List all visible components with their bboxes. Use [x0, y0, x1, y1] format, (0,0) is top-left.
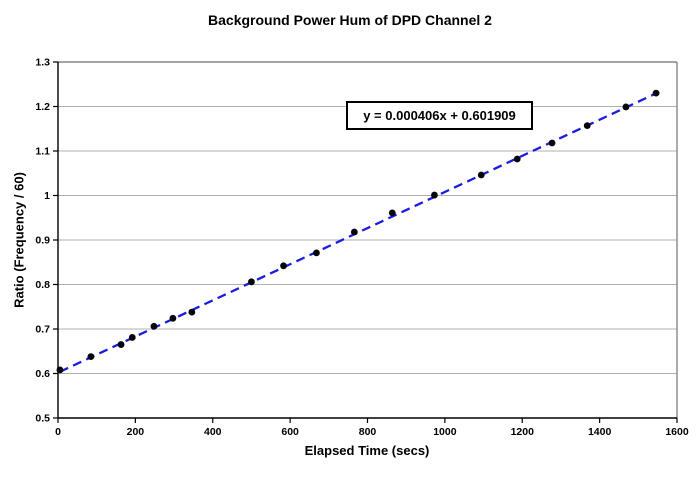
data-point [117, 341, 125, 348]
trendline-equation-label: y = 0.000406x + 0.601909 [346, 101, 533, 130]
data-point [87, 353, 95, 360]
data-point [150, 322, 158, 330]
x-tick-label: 400 [204, 426, 222, 438]
y-tick-label: 0.5 [35, 413, 50, 425]
trendline [59, 92, 657, 373]
y-tick-label: 1 [44, 190, 50, 202]
data-point [548, 139, 556, 147]
y-axis-title: Ratio (Frequency / 60) [11, 172, 27, 308]
y-tick-label: 0.7 [35, 324, 50, 336]
chart-title: Background Power Hum of DPD Channel 2 [208, 12, 492, 28]
data-point [248, 278, 255, 286]
x-tick-label: 200 [127, 426, 145, 438]
y-tick-label: 1.1 [35, 146, 50, 158]
x-tick-label: 0 [55, 426, 61, 438]
y-tick-label: 0.6 [35, 368, 50, 380]
data-point [313, 249, 320, 257]
x-tick-label: 1400 [588, 426, 612, 438]
data-point [280, 262, 287, 270]
data-point [431, 191, 438, 199]
data-point [622, 103, 630, 111]
data-point [477, 171, 485, 179]
x-tick-label: 800 [359, 426, 377, 438]
data-point [56, 366, 64, 374]
x-tick-label: 1000 [433, 426, 457, 438]
y-tick-label: 0.9 [35, 235, 50, 247]
y-tick-label: 0.8 [35, 279, 50, 291]
x-axis-title: Elapsed Time (secs) [304, 443, 430, 458]
data-point [188, 308, 196, 316]
data-point [513, 155, 521, 163]
data-point [169, 314, 177, 322]
x-tick-label: 1600 [665, 426, 689, 438]
x-tick-label: 1200 [511, 426, 535, 438]
data-point [583, 122, 591, 130]
data-point [350, 228, 358, 236]
y-tick-label: 1.2 [35, 101, 50, 113]
x-tick-label: 600 [281, 426, 299, 438]
data-point [652, 89, 660, 97]
y-tick-label: 1.3 [35, 57, 50, 69]
data-point [128, 334, 136, 341]
data-point [388, 209, 396, 217]
